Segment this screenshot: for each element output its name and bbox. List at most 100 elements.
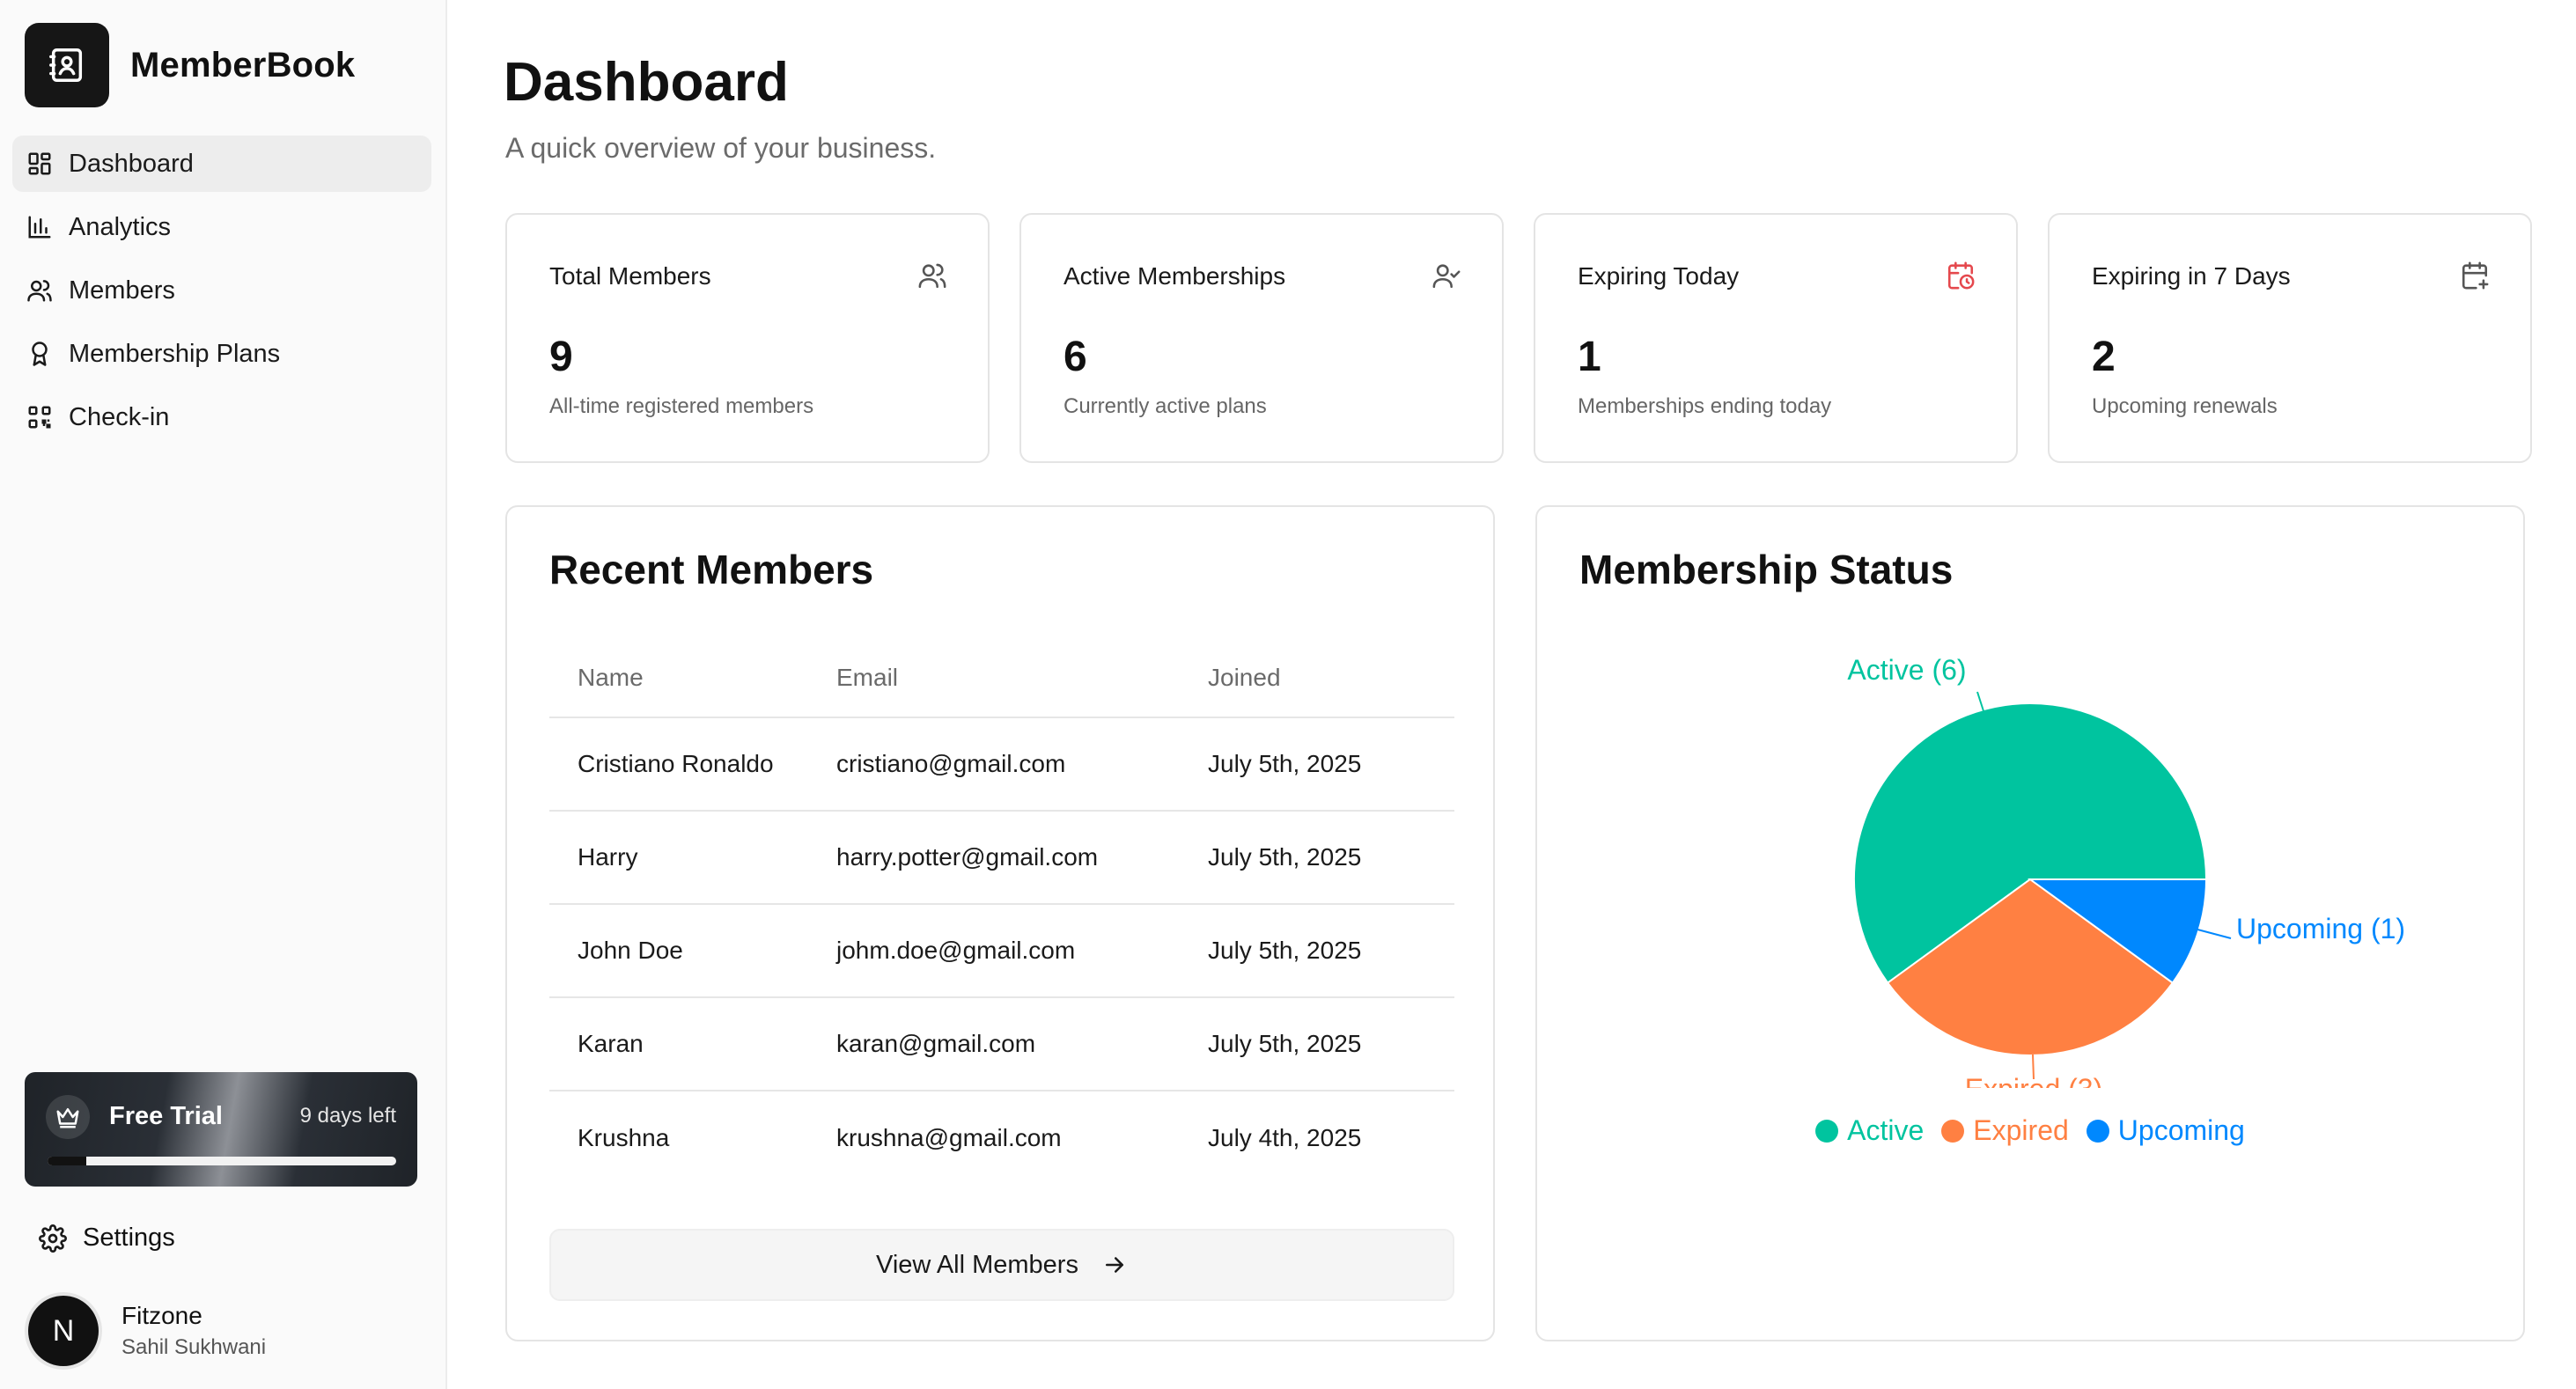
settings-button[interactable]: Settings	[39, 1224, 175, 1253]
sidebar-item-check-in[interactable]: Check-in	[12, 389, 431, 445]
user-profile[interactable]: N Fitzone Sahil Sukhwani	[28, 1296, 266, 1366]
avatar: N	[28, 1296, 99, 1366]
stat-card-expiring-today: Expiring Today 1 Memberships ending toda…	[1534, 213, 2018, 463]
legend-item-active[interactable]: Active	[1815, 1114, 1924, 1147]
users-icon	[27, 280, 52, 302]
recent-members-title: Recent Members	[549, 547, 874, 592]
sidebar-item-dashboard[interactable]: Dashboard	[12, 136, 431, 192]
legend-swatch-upcoming	[2086, 1119, 2109, 1143]
stat-value: 2	[2092, 334, 2116, 380]
sidebar-item-label: Analytics	[69, 212, 172, 241]
settings-label: Settings	[83, 1224, 175, 1252]
legend-swatch-expired	[1941, 1119, 1965, 1143]
view-all-members-button[interactable]: View All Members	[549, 1229, 1454, 1301]
pie-slice-expired[interactable]	[1886, 878, 2175, 1056]
chart-legend: Active Expired Upcoming	[1537, 1114, 2523, 1147]
sidebar-item-label: Dashboard	[69, 149, 194, 178]
pie-label-line-upcoming	[2183, 925, 2232, 939]
calendar-clock-icon	[1947, 261, 1975, 290]
legend-item-expired[interactable]: Expired	[1941, 1114, 2069, 1147]
pie-label-expired: Expired (3)	[1965, 1073, 2103, 1088]
pie-label-active: Active (6)	[1847, 654, 1966, 686]
brand[interactable]: MemberBook	[25, 23, 355, 107]
trial-days-left: 9 days left	[299, 1104, 396, 1128]
table-row[interactable]: Harry harry.potter@gmail.com July 5th, 2…	[549, 812, 1454, 905]
recent-members-panel: Recent Members Name Email Joined Cristia…	[505, 505, 1495, 1341]
pie-label-line-expired	[2032, 1054, 2035, 1080]
member-email: johm.doe@gmail.com	[836, 937, 1076, 964]
member-joined: July 5th, 2025	[1208, 750, 1362, 777]
brand-name: MemberBook	[130, 45, 356, 85]
sidebar-item-label: Members	[69, 276, 175, 305]
calendar-plus-icon	[2462, 261, 2489, 290]
stat-label: Expiring Today	[1578, 262, 1740, 290]
member-joined: July 5th, 2025	[1208, 937, 1362, 964]
table-row[interactable]: Krushna krushna@gmail.com July 4th, 2025	[549, 1091, 1454, 1185]
table-row[interactable]: Cristiano Ronaldo cristiano@gmail.com Ju…	[549, 718, 1454, 812]
legend-item-upcoming[interactable]: Upcoming	[2086, 1114, 2245, 1147]
member-name: Harry	[578, 843, 638, 871]
award-icon	[32, 342, 48, 366]
users-icon	[918, 263, 946, 289]
table-row[interactable]: John Doe johm.doe@gmail.com July 5th, 20…	[549, 905, 1454, 998]
member-joined: July 5th, 2025	[1208, 1030, 1362, 1057]
user-name: Sahil Sukhwani	[121, 1335, 267, 1359]
table-header: Name Email Joined	[549, 639, 1454, 718]
sidebar-item-membership-plans[interactable]: Membership Plans	[12, 326, 431, 382]
member-joined: July 4th, 2025	[1208, 1124, 1362, 1151]
stat-label: Active Memberships	[1064, 262, 1286, 290]
member-email: karan@gmail.com	[836, 1030, 1036, 1057]
recent-members-table: Name Email Joined Cristiano Ronaldo cris…	[549, 639, 1454, 1185]
stat-value: 1	[1578, 334, 1601, 380]
stat-label: Expiring in 7 Days	[2092, 262, 2291, 290]
pie-slice-active[interactable]	[1853, 702, 2208, 984]
dashboard-icon	[28, 152, 51, 175]
brand-logo-icon	[25, 23, 109, 107]
member-name: John Doe	[578, 937, 683, 964]
membership-status-pie-chart: Active (6) Expired (3) Upcoming (1)	[1847, 654, 2405, 1088]
stat-description: Memberships ending today	[1578, 394, 1832, 418]
qr-code-icon	[28, 406, 51, 429]
sidebar-item-label: Check-in	[69, 402, 170, 431]
arrow-right-icon	[1105, 1257, 1123, 1273]
column-header-name: Name	[578, 664, 644, 691]
view-all-label: View All Members	[876, 1250, 1078, 1279]
member-email: cristiano@gmail.com	[836, 750, 1066, 777]
stat-value: 6	[1064, 334, 1087, 380]
member-email: krushna@gmail.com	[836, 1124, 1062, 1151]
stat-card-active-memberships: Active Memberships 6 Currently active pl…	[1019, 213, 1504, 463]
legend-label-active: Active	[1847, 1114, 1925, 1146]
stat-card-expiring-7-days: Expiring in 7 Days 2 Upcoming renewals	[2048, 213, 2532, 463]
trial-progress-fill	[48, 1157, 86, 1165]
bar-chart-icon	[28, 216, 51, 239]
stat-description: All-time registered members	[549, 394, 814, 418]
pie-label-upcoming: Upcoming (1)	[2236, 913, 2405, 944]
legend-label-upcoming: Upcoming	[2117, 1114, 2245, 1146]
legend-label-expired: Expired	[1973, 1114, 2069, 1146]
trial-title: Free Trial	[109, 1102, 223, 1130]
free-trial-card[interactable]: Free Trial 9 days left	[25, 1072, 417, 1187]
page-subtitle: A quick overview of your business.	[505, 132, 937, 164]
stat-value: 9	[549, 334, 573, 380]
sidebar: MemberBook Dashboard Analytics Members	[0, 0, 447, 1389]
membership-status-panel: Membership Status Active (6) Expired (3) U…	[1535, 505, 2525, 1341]
stat-card-total-members: Total Members 9 All-time registered memb…	[505, 213, 990, 463]
member-email: harry.potter@gmail.com	[836, 843, 1099, 871]
pie-label-line-active	[1976, 691, 1986, 717]
column-header-email: Email	[836, 664, 899, 691]
pie-slice-upcoming[interactable]	[2027, 878, 2208, 984]
stat-label: Total Members	[549, 262, 711, 290]
user-org: Fitzone	[121, 1302, 202, 1329]
table-row[interactable]: Karan karan@gmail.com July 5th, 2025	[549, 998, 1454, 1091]
member-name: Karan	[578, 1030, 644, 1057]
sidebar-item-analytics[interactable]: Analytics	[12, 199, 431, 255]
member-name: Cristiano Ronaldo	[578, 750, 774, 777]
sidebar-item-label: Membership Plans	[69, 339, 281, 368]
sidebar-item-members[interactable]: Members	[12, 262, 431, 319]
member-joined: July 5th, 2025	[1208, 843, 1362, 871]
stat-description: Currently active plans	[1064, 394, 1267, 418]
gear-icon	[39, 1224, 67, 1253]
membership-status-title: Membership Status	[1579, 547, 1954, 592]
legend-swatch-active	[1815, 1119, 1839, 1143]
stat-description: Upcoming renewals	[2092, 394, 2278, 418]
